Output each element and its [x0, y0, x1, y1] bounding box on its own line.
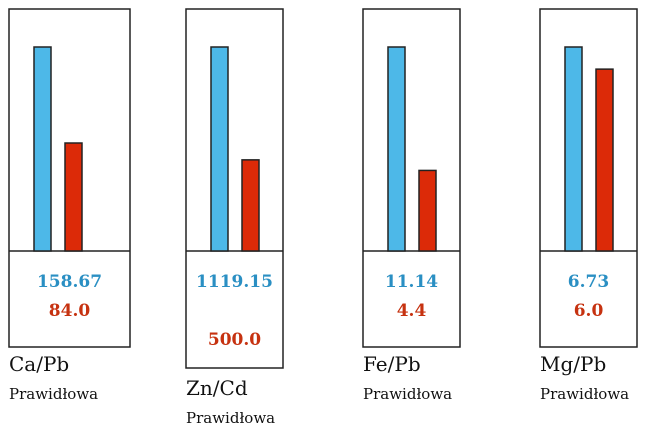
bar-fe-pb-s1 — [387, 46, 406, 252]
bar-ca-pb-s2 — [64, 142, 83, 252]
panel-frame — [362, 8, 461, 348]
status-label: Prawidłowa — [363, 385, 452, 403]
panel-frame — [185, 8, 284, 369]
bar-ca-pb-s1 — [33, 46, 52, 252]
ratio-label: Mg/Pb — [540, 352, 606, 376]
bar-mg-pb-s2 — [595, 68, 614, 252]
bar-mg-pb-s1 — [564, 46, 583, 252]
value-label-s2: 6.0 — [574, 301, 604, 321]
panel-frame — [8, 8, 131, 348]
status-label: Prawidłowa — [540, 385, 629, 403]
value-label-s2: 4.4 — [397, 301, 427, 321]
value-label-s2: 500.0 — [208, 330, 261, 350]
panel-frame — [539, 8, 638, 348]
value-label-s1: 1119.15 — [196, 272, 273, 292]
value-label-s1: 158.67 — [37, 272, 102, 292]
bar-zn-cd-s2 — [241, 159, 260, 252]
value-label-s1: 6.73 — [568, 272, 609, 292]
ratio-label: Zn/Cd — [186, 376, 248, 400]
ratio-label: Fe/Pb — [363, 352, 421, 376]
status-label: Prawidłowa — [186, 409, 275, 427]
bar-zn-cd-s1 — [210, 46, 229, 252]
ratio-label: Ca/Pb — [9, 352, 69, 376]
value-label-s1: 11.14 — [385, 272, 438, 292]
value-label-s2: 84.0 — [49, 301, 91, 321]
bar-fe-pb-s2 — [418, 169, 437, 252]
status-label: Prawidłowa — [9, 385, 98, 403]
